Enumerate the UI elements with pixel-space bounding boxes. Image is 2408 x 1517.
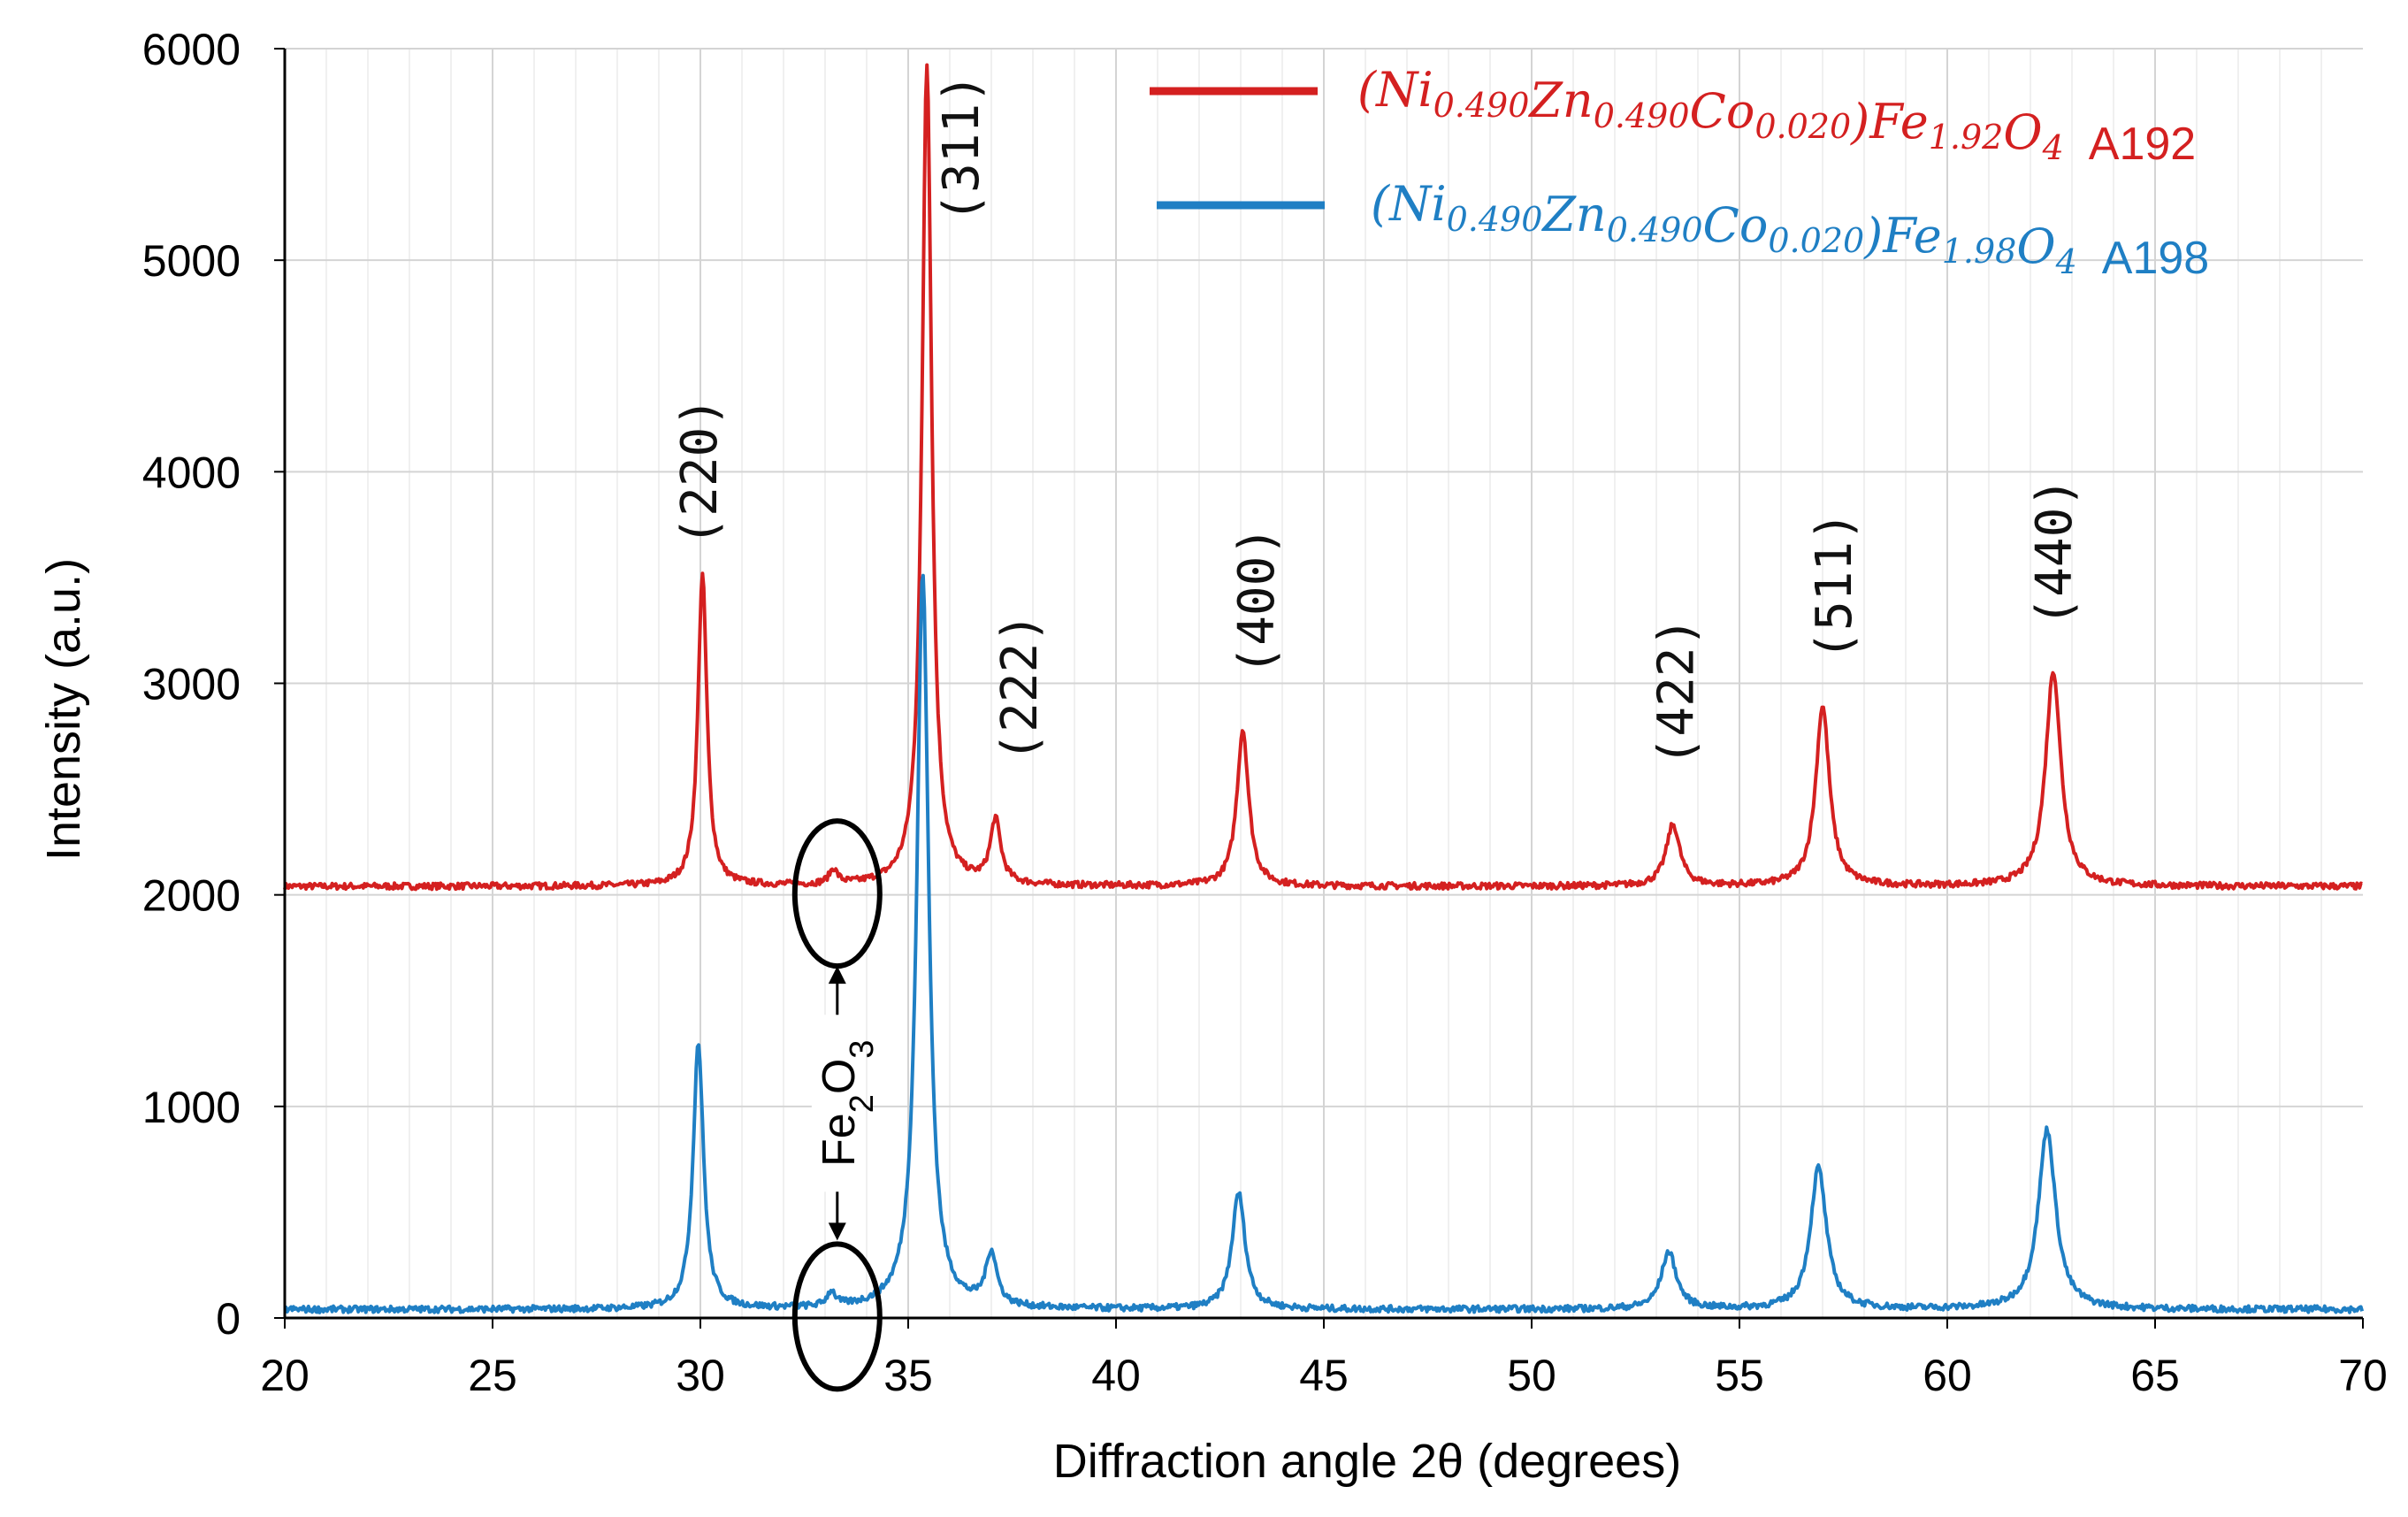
x-tick-label: 25	[468, 1351, 517, 1400]
impurity-label-bg	[811, 1015, 863, 1192]
y-tick-label: 4000	[142, 448, 241, 497]
y-tick-label: 2000	[142, 871, 241, 921]
hkl-label: (220)	[671, 397, 729, 547]
hkl-label: (400)	[1228, 526, 1286, 676]
x-tick-label: 30	[676, 1351, 725, 1400]
arrow-up-icon	[828, 966, 846, 985]
annotations: (220) (311) (222) (400) (422) (511) (440) Fe2O3	[671, 73, 2083, 1392]
legend: (Ni0.490Zn0.490Co0.020)Fe1.92O4 A192(Ni0.…	[1150, 62, 2209, 284]
x-tick-label: 40	[1091, 1351, 1141, 1400]
y-tick-label: 1000	[142, 1083, 241, 1132]
hkl-label: (511)	[1806, 511, 1863, 661]
hkl-label: (422)	[1648, 617, 1706, 767]
y-tick-label: 6000	[142, 25, 241, 74]
series-line-1	[283, 63, 2363, 892]
y-tick-label: 3000	[142, 660, 241, 709]
y-tick-label: 5000	[142, 236, 241, 286]
x-tick-label: 55	[1715, 1351, 1764, 1400]
x-tick-label: 65	[2130, 1351, 2180, 1400]
x-tick-label: 35	[883, 1351, 933, 1400]
hkl-label: (311)	[933, 73, 990, 223]
x-tick-label: 60	[1923, 1351, 1972, 1400]
axes: 20 25 30 35 40 45 50 55 60 65 70 0 1000 2000 3000 4000 5…	[142, 25, 2388, 1400]
arrow-down-icon	[828, 1222, 846, 1241]
x-tick-label: 20	[260, 1351, 310, 1400]
x-tick-label: 70	[2338, 1351, 2388, 1400]
series-layer	[283, 63, 2365, 1314]
series-line-2	[284, 573, 2365, 1314]
x-tick-label: 50	[1507, 1351, 1556, 1400]
x-axis-title: Diffraction angle 2θ (degrees)	[1053, 1435, 1681, 1488]
impurity-label: Fe2O3	[814, 1040, 881, 1167]
legend-label-2: (Ni0.490Zn0.490Co0.020)Fe1.98O4 A198	[1371, 176, 2209, 284]
hkl-label: (440)	[2026, 478, 2083, 627]
legend-label-1: (Ni0.490Zn0.490Co0.020)Fe1.92O4 A192	[1357, 62, 2196, 170]
y-axis-title: Intensity (a.u.)	[37, 558, 90, 861]
grid	[285, 48, 2363, 1318]
x-tick-label: 45	[1299, 1351, 1349, 1400]
y-tick-label: 0	[216, 1294, 241, 1344]
hkl-label: (222)	[991, 613, 1049, 762]
impurity-ellipse	[791, 1241, 883, 1392]
